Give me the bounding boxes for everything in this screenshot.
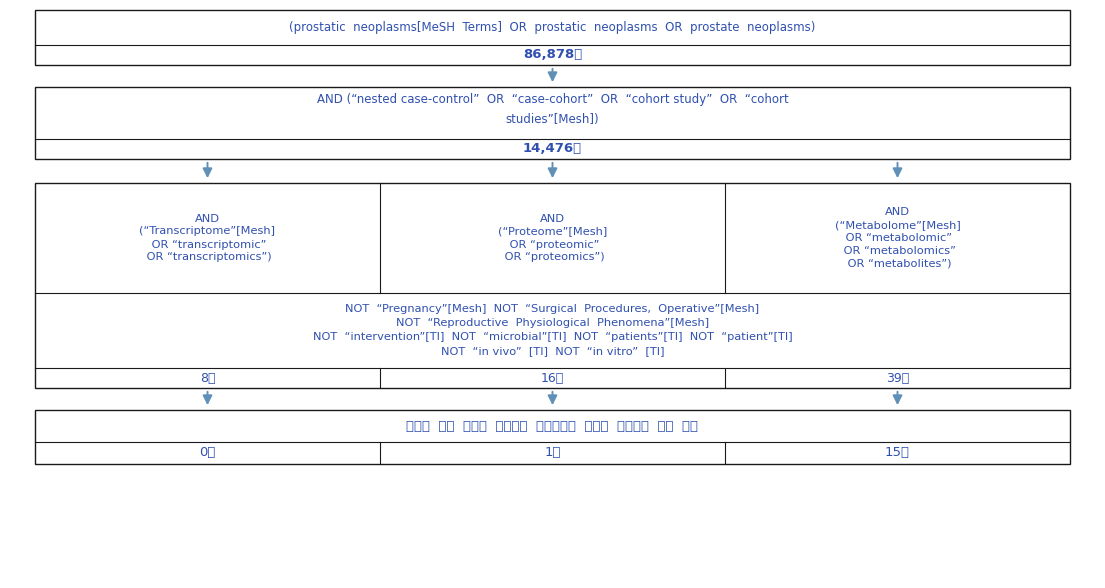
Bar	[35, 10, 1070, 65]
Text: NOT  “in vivo”  [TI]  NOT  “in vitro”  [TI]: NOT “in vivo” [TI] NOT “in vitro” [TI]	[441, 346, 664, 356]
Bar	[35, 87, 1070, 159]
Text: 86,878건: 86,878건	[523, 48, 582, 62]
Text: OR “metabolites”): OR “metabolites”)	[844, 259, 951, 269]
Text: NOT  “Reproductive  Physiological  Phenomena”[Mesh]: NOT “Reproductive Physiological Phenomen…	[396, 319, 709, 329]
Text: studies”[Mesh]): studies”[Mesh])	[506, 113, 599, 126]
Text: AND: AND	[885, 207, 911, 217]
Text: OR “proteomic”: OR “proteomic”	[506, 239, 599, 249]
Text: 16건: 16건	[540, 372, 565, 385]
Bar	[35, 410, 1070, 464]
Text: 8건: 8건	[200, 372, 215, 385]
Text: OR “transcriptomics”): OR “transcriptomics”)	[144, 252, 272, 262]
Text: (“Metabolome”[Mesh]: (“Metabolome”[Mesh]	[834, 220, 960, 230]
Text: 0건: 0건	[199, 446, 215, 459]
Text: (“Transcriptome”[Mesh]: (“Transcriptome”[Mesh]	[139, 226, 275, 236]
Text: OR “transcriptomic”: OR “transcriptomic”	[148, 239, 266, 249]
Text: 39건: 39건	[886, 372, 909, 385]
Bar	[35, 183, 1070, 388]
Text: OR “metabolomics”: OR “metabolomics”	[840, 246, 956, 256]
Text: (“Proteome”[Mesh]: (“Proteome”[Mesh]	[498, 226, 607, 236]
Text: AND (“nested case-control”  OR  “case-cohort”  OR  “cohort study”  OR  “cohort: AND (“nested case-control” OR “case-coho…	[317, 93, 788, 106]
Text: (prostatic  neoplasms[MeSH  Terms]  OR  prostatic  neoplasms  OR  prostate  neop: (prostatic neoplasms[MeSH Terms] OR pros…	[290, 21, 815, 34]
Text: AND: AND	[540, 213, 565, 223]
Text: NOT  “intervention”[TI]  NOT  “microbial”[TI]  NOT  “patients”[TI]  NOT  “patien: NOT “intervention”[TI] NOT “microbial”[T…	[313, 332, 792, 342]
Text: AND: AND	[194, 213, 220, 223]
Text: OR “metabolomic”: OR “metabolomic”	[842, 233, 953, 243]
Text: 15건: 15건	[885, 446, 911, 459]
Text: 1건: 1건	[545, 446, 560, 459]
Text: 14,476건: 14,476건	[523, 142, 582, 155]
Text: 조록과  논문  내용을  파악하여  시스템역학  내용과  부적합한  논문  제외: 조록과 논문 내용을 파악하여 시스템역학 내용과 부적합한 논문 제외	[407, 419, 698, 433]
Text: OR “proteomics”): OR “proteomics”)	[501, 252, 604, 262]
Text: NOT  “Pregnancy”[Mesh]  NOT  “Surgical  Procedures,  Operative”[Mesh]: NOT “Pregnancy”[Mesh] NOT “Surgical Proc…	[346, 305, 759, 315]
